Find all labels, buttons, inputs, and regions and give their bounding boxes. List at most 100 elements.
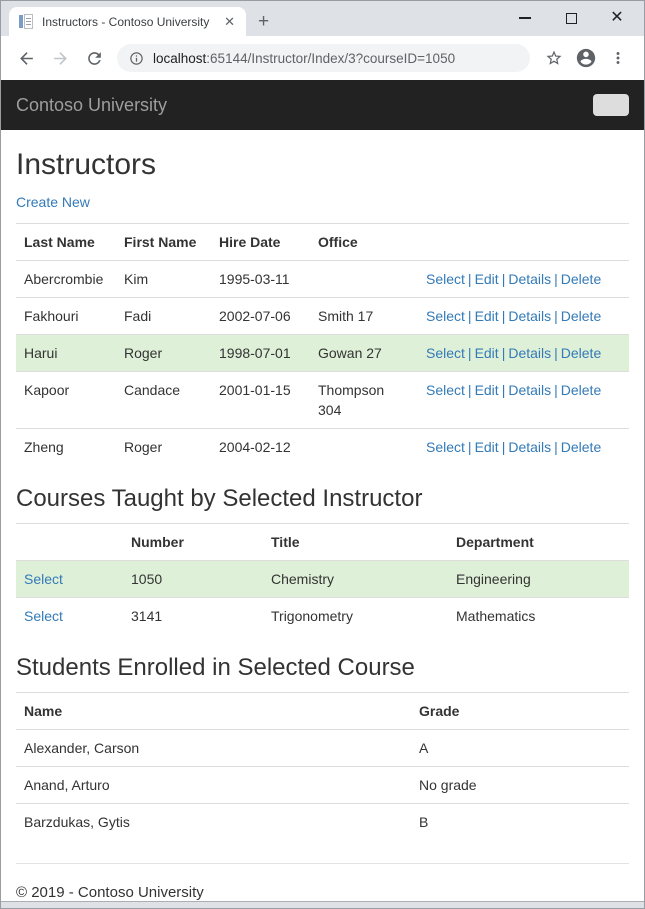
table-row: Kapoor Candace 2001-01-15 Thompson 304 S… xyxy=(16,371,629,429)
row-actions: Select xyxy=(16,560,123,598)
url-path: :65144/Instructor/Index/3?courseID=1050 xyxy=(206,50,456,66)
brand-link[interactable]: Contoso University xyxy=(16,94,168,115)
header-last-name: Last Name xyxy=(16,223,116,261)
select-link[interactable]: Select xyxy=(426,345,465,361)
details-link[interactable]: Details xyxy=(508,345,552,361)
cell-first-name: Roger xyxy=(116,428,211,465)
url-text: localhost:65144/Instructor/Index/3?cours… xyxy=(153,51,455,66)
table-row: Anand, Arturo No grade xyxy=(16,766,629,804)
back-button[interactable] xyxy=(13,45,39,71)
row-actions: Select | Edit | Details | Delete xyxy=(418,334,629,372)
edit-link[interactable]: Edit xyxy=(474,439,499,455)
tab-close-icon[interactable]: ✕ xyxy=(224,13,235,29)
cell-last-name: Kapoor xyxy=(16,371,116,429)
table-row-selected: Harui Roger 1998-07-01 Gowan 27 Select | E… xyxy=(16,334,629,372)
cell-department: Mathematics xyxy=(448,597,629,634)
address-bar: localhost:65144/Instructor/Index/3?cours… xyxy=(1,36,644,80)
delete-link[interactable]: Delete xyxy=(560,345,602,361)
separator: | xyxy=(554,439,558,455)
cell-number: 1050 xyxy=(123,560,263,598)
cell-first-name: Candace xyxy=(116,371,211,429)
cell-office xyxy=(310,428,418,465)
cell-name: Barzdukas, Gytis xyxy=(16,803,411,840)
delete-link[interactable]: Delete xyxy=(560,382,602,398)
details-link[interactable]: Details xyxy=(508,439,552,455)
select-link[interactable]: Select xyxy=(426,382,465,398)
table-row: Zheng Roger 2004-02-12 Select | Edit | Detai… xyxy=(16,428,629,465)
forward-icon xyxy=(53,51,67,65)
refresh-button[interactable] xyxy=(81,45,107,71)
cell-name: Anand, Arturo xyxy=(16,766,411,804)
cell-office xyxy=(310,260,418,298)
tab-strip: Instructors - Contoso University ✕ + ✕ xyxy=(1,1,644,36)
cell-office: Smith 17 xyxy=(310,297,418,335)
page-info-icon xyxy=(130,51,143,65)
edit-link[interactable]: Edit xyxy=(474,382,499,398)
header-grade: Grade xyxy=(411,692,629,730)
details-link[interactable]: Details xyxy=(508,271,552,287)
bookmark-button[interactable] xyxy=(540,44,568,72)
forward-button[interactable] xyxy=(47,45,73,71)
cell-last-name: Fakhouri xyxy=(16,297,116,335)
row-actions: Select | Edit | Details | Delete xyxy=(418,260,629,298)
select-link[interactable]: Select xyxy=(426,308,465,324)
courses-section-title: Courses Taught by Selected Instructor xyxy=(16,485,423,512)
separator: | xyxy=(554,308,558,324)
cell-last-name: Harui xyxy=(16,334,116,372)
navbar-toggler-button[interactable] xyxy=(593,94,629,116)
instructors-header-row: Last Name First Name Hire Date Office xyxy=(16,223,629,261)
select-link[interactable]: Select xyxy=(24,608,63,624)
details-link[interactable]: Details xyxy=(508,382,552,398)
edit-link[interactable]: Edit xyxy=(474,345,499,361)
url-field[interactable]: localhost:65144/Instructor/Index/3?cours… xyxy=(117,44,530,72)
row-actions: Select | Edit | Details | Delete xyxy=(418,428,629,465)
cell-name: Alexander, Carson xyxy=(16,729,411,767)
table-row: Fakhouri Fadi 2002-07-06 Smith 17 Select… xyxy=(16,297,629,335)
header-office: Office xyxy=(310,223,418,261)
star-icon xyxy=(546,50,562,65)
separator: | xyxy=(467,439,472,455)
row-actions: Select | Edit | Details | Delete xyxy=(418,297,629,335)
separator: | xyxy=(467,271,472,287)
edit-link[interactable]: Edit xyxy=(474,308,499,324)
avatar-icon xyxy=(576,48,596,68)
cell-title: Chemistry xyxy=(263,560,448,598)
close-button[interactable]: ✕ xyxy=(610,9,624,26)
header-number: Number xyxy=(123,523,263,561)
students-table: Name Grade Alexander, Carson A Anand, Ar… xyxy=(16,692,629,840)
window-controls: ✕ xyxy=(494,7,632,29)
cell-grade: No grade xyxy=(411,766,629,804)
tab-title: Instructors - Contoso University xyxy=(42,14,210,29)
delete-link[interactable]: Delete xyxy=(560,271,602,287)
cell-office: Gowan 27 xyxy=(310,334,418,372)
browser-tab[interactable]: Instructors - Contoso University ✕ xyxy=(9,7,246,36)
profile-button[interactable] xyxy=(572,44,600,72)
maximize-button[interactable] xyxy=(556,7,586,29)
select-link[interactable]: Select xyxy=(426,439,465,455)
cell-last-name: Abercrombie xyxy=(16,260,116,298)
browser-menu-button[interactable] xyxy=(604,44,632,72)
students-header-row: Name Grade xyxy=(16,692,629,730)
cell-first-name: Roger xyxy=(116,334,211,372)
new-tab-button[interactable]: + xyxy=(258,11,270,32)
students-section-title: Students Enrolled in Selected Course xyxy=(16,654,415,681)
separator: | xyxy=(467,345,472,361)
header-actions xyxy=(418,223,629,261)
table-row: Select 3141 Trigonometry Mathematics xyxy=(16,597,629,634)
delete-link[interactable]: Delete xyxy=(560,439,602,455)
create-new-link[interactable]: Create New xyxy=(16,194,90,210)
page-content: Instructors Create New Last Name First N… xyxy=(1,130,644,901)
select-link[interactable]: Select xyxy=(24,571,63,587)
edit-link[interactable]: Edit xyxy=(474,271,499,287)
cell-department: Engineering xyxy=(448,560,629,598)
cell-number: 3141 xyxy=(123,597,263,634)
details-link[interactable]: Details xyxy=(508,308,552,324)
separator: | xyxy=(501,308,506,324)
separator: | xyxy=(554,382,558,398)
minimize-button[interactable] xyxy=(510,7,540,29)
row-actions: Select xyxy=(16,597,123,634)
footer-copyright: © 2019 - Contoso University xyxy=(16,884,204,901)
delete-link[interactable]: Delete xyxy=(560,308,602,324)
select-link[interactable]: Select xyxy=(426,271,465,287)
header-name: Name xyxy=(16,692,411,730)
